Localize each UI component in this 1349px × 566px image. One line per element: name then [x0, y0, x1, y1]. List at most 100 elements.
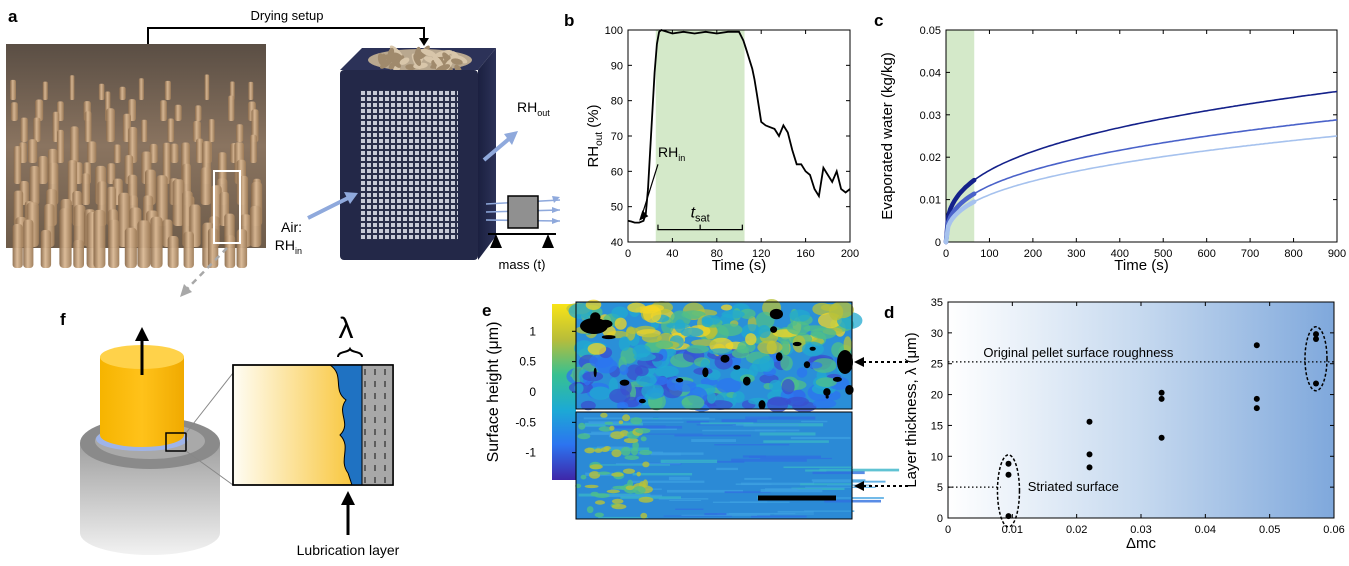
y-tick-label: 30: [931, 328, 943, 340]
y-tick-label: 25: [931, 359, 943, 371]
colorbar-ticks: 1 0.5 0 -0.5 -1: [515, 324, 576, 460]
x-tick-label: 300: [1067, 248, 1085, 260]
x-tick-label: 0.01: [1002, 524, 1023, 536]
panel-a-letter: a: [8, 7, 18, 26]
x-axis-label: Time (s): [712, 257, 766, 274]
y-tick-label: 60: [611, 166, 623, 178]
data-point: [1005, 471, 1012, 478]
t-sat-annotation: tsat: [691, 205, 710, 225]
colorbar-tick-label: 1: [529, 324, 536, 338]
dryer-box: [340, 45, 496, 260]
x-tick-label: 160: [796, 248, 814, 260]
panel-c-letter: c: [874, 11, 883, 30]
y-tick-label: 100: [605, 25, 623, 37]
y-tick-label: 0.04: [920, 67, 941, 79]
pellet-die-illustration: [80, 327, 234, 555]
x-axis-label: Time (s): [1114, 257, 1168, 274]
rh-out-series-line: [627, 28, 851, 224]
y-tick-label: 0.03: [920, 110, 941, 122]
chart-d: d 0 0.01 0.02 0.03 0.04 0.05 0.06 0 5 10 15 20 25 30 3…: [884, 297, 1345, 552]
colorbar-tick-label: 0.5: [519, 355, 536, 369]
x-tick-label: 0.04: [1195, 524, 1216, 536]
evaporation-series-line: [945, 90, 1338, 243]
data-point: [1158, 434, 1165, 441]
evaporation-series-line: [945, 135, 1338, 243]
t-sat-bracket: [657, 224, 743, 231]
rh-in-annotation: RHin: [658, 144, 685, 163]
y-tick-label: 0.01: [920, 195, 941, 207]
panel-f-svg: f λ Lubrication layer: [60, 310, 400, 558]
data-point: [1158, 389, 1165, 396]
y-tick-label: 0: [935, 237, 941, 249]
colorbar-tick-label: -0.5: [515, 415, 536, 429]
data-point: [1086, 464, 1093, 471]
mass-label: mass (t): [499, 257, 546, 272]
striated-surface-label: Striated surface: [1028, 479, 1119, 494]
arrow-rough-to-d: [854, 357, 908, 367]
panel-c: c 0 100 200 300 400 500 600 700 800 900 0 0.01 0.02 0…: [862, 0, 1349, 300]
y-tick-label: 90: [611, 60, 623, 72]
x-tick-label: 0: [625, 248, 631, 260]
lubrication-zoom: λ Lubrication layer: [232, 312, 400, 558]
x-tick-label: 900: [1328, 248, 1346, 260]
evaporation-series-initial: [943, 191, 977, 245]
panel-e-letter: e: [482, 301, 491, 320]
panel-b-letter: b: [564, 11, 574, 30]
x-tick-label: 0.02: [1066, 524, 1087, 536]
photo-highlight-box: [213, 170, 241, 244]
x-tick-label: 100: [980, 248, 998, 260]
data-point: [1086, 418, 1093, 425]
arrow-striated-to-d: [854, 481, 908, 491]
y-tick-label: 50: [611, 202, 623, 214]
data-point: [1005, 513, 1012, 520]
surface-map-rough: [566, 299, 863, 413]
x-tick-label: 80: [711, 248, 723, 260]
y-tick-label: 20: [931, 390, 943, 402]
data-point: [1253, 342, 1260, 349]
x-tick-label: 0: [943, 248, 949, 260]
panel-e: e 1 0.5 0 -0.5 -1 Surface height (μm): [470, 292, 910, 561]
air-label: Air:: [281, 219, 302, 235]
x-tick-label: 800: [1284, 248, 1302, 260]
data-point: [1158, 395, 1165, 402]
data-point: [1253, 405, 1260, 412]
plot-frame-c: [945, 29, 1338, 243]
data-point: [1253, 395, 1260, 402]
y-tick-label: 0: [937, 513, 943, 525]
evaporation-series-initial: [943, 177, 977, 245]
rh-in-label: RHin: [275, 237, 302, 256]
panel-e-svg: e 1 0.5 0 -0.5 -1 Surface height (μm): [482, 299, 908, 520]
y-axis-label: RHout (%): [585, 104, 605, 167]
mass-balance-icon: mass (t): [485, 195, 561, 272]
photo-to-f-arrow: [180, 247, 228, 297]
y-tick-label: 15: [931, 420, 943, 432]
lambda-symbol: λ: [339, 312, 354, 345]
y-tick-label: 35: [931, 297, 943, 309]
y-tick-label: 40: [611, 237, 623, 249]
pellet-photo: [6, 44, 266, 268]
original-roughness-label: Original pellet surface roughness: [983, 345, 1174, 360]
data-point: [1313, 336, 1319, 342]
x-tick-label: 40: [666, 248, 678, 260]
x-tick-label: 0: [945, 524, 951, 536]
x-tick-label: 0.03: [1130, 524, 1151, 536]
rh-in-arrowhead: [639, 210, 649, 221]
x-tick-label: 200: [841, 248, 859, 260]
x-tick-label: 400: [1111, 248, 1129, 260]
panel-b: b 0 40 80 120 160 200 40 50 60 70 80 90 100 Time (s) R…: [550, 0, 860, 300]
y-tick-label: 5: [937, 482, 943, 494]
data-point: [1313, 380, 1319, 387]
colorbar-tick-label: -1: [525, 446, 536, 460]
y-tick-label: 70: [611, 131, 623, 143]
x-tick-label: 500: [1154, 248, 1172, 260]
panel-f: f λ Lubrication layer: [0, 295, 470, 561]
drying-setup-label: Drying setup: [251, 8, 324, 23]
evaporation-series-line: [945, 119, 1338, 243]
surface-map-striated: [575, 411, 900, 520]
chart-c: c 0 100 200 300 400 500 600 700 800 900 0 0.01 0.02 0…: [874, 11, 1346, 274]
colorbar-label: Surface height (μm): [485, 322, 502, 463]
air-in-arrow: Air: RHin: [275, 192, 358, 256]
zoom-box: [165, 432, 187, 452]
data-point: [1086, 451, 1093, 458]
